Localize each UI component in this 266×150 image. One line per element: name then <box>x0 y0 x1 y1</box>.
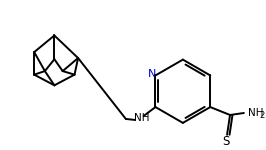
Text: S: S <box>222 135 230 148</box>
Text: N: N <box>148 69 157 80</box>
Text: NH: NH <box>248 108 263 118</box>
Text: 2: 2 <box>260 111 265 120</box>
Text: NH: NH <box>134 113 149 123</box>
